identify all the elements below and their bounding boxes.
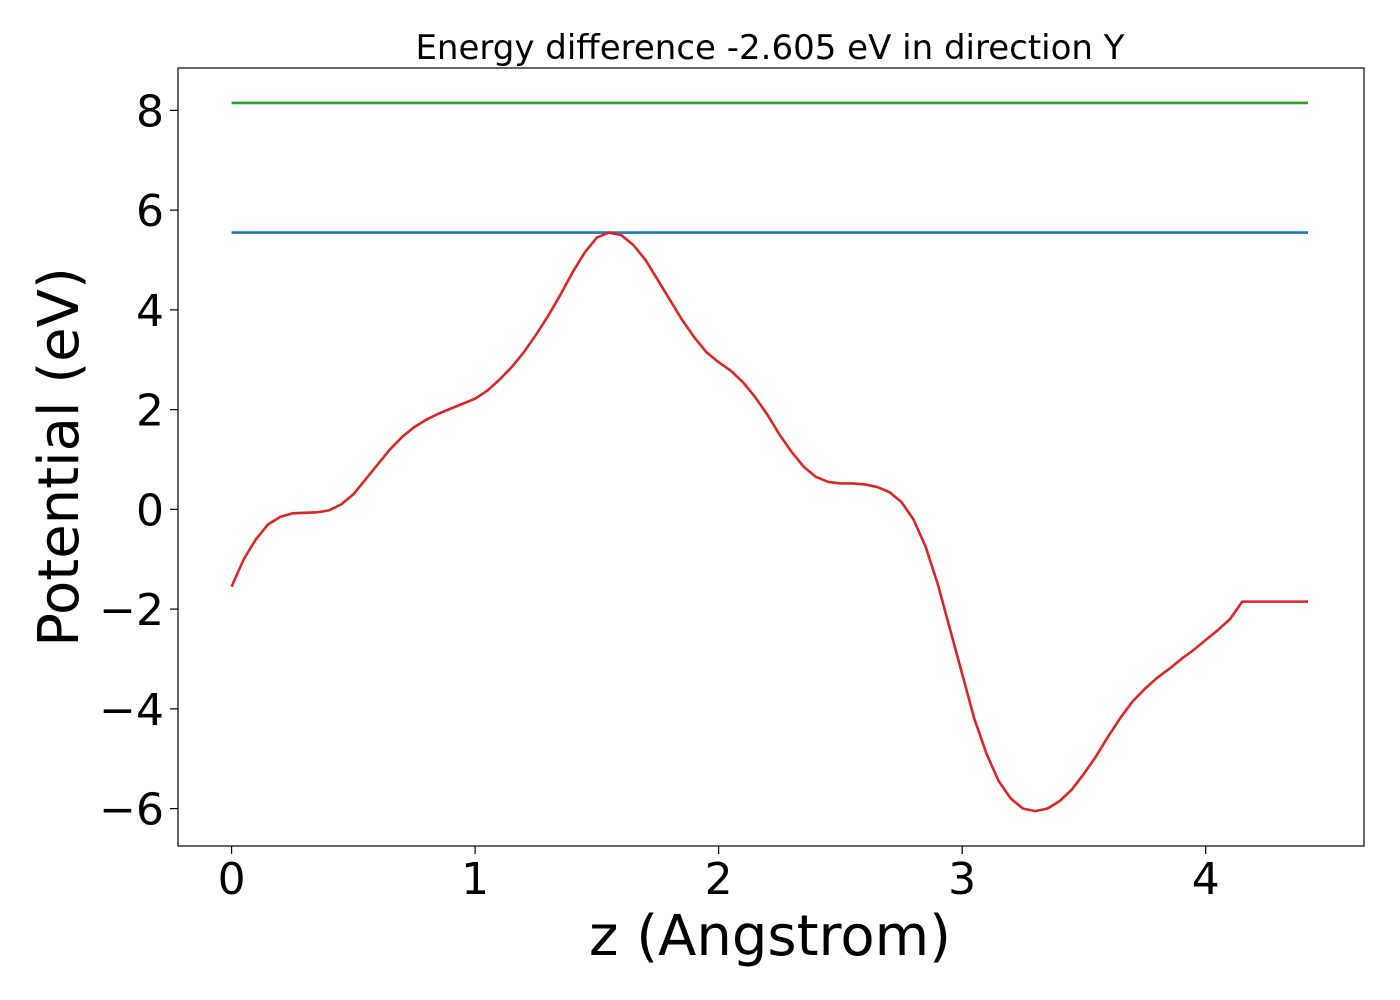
chart-title: Energy difference -2.605 eV in direction… xyxy=(415,28,1124,68)
series-line-2 xyxy=(230,231,1308,813)
y-tick-label: −6 xyxy=(99,785,164,836)
y-tick-label: 6 xyxy=(136,186,164,237)
x-tick-label: 4 xyxy=(1192,854,1220,905)
plot-frame xyxy=(177,67,1365,847)
y-tick-label: 2 xyxy=(136,386,164,437)
x-axis-label: z (Angstrom) xyxy=(589,904,951,969)
x-tick-label: 2 xyxy=(705,854,733,905)
series-layer xyxy=(230,101,1308,813)
y-tick-label: 4 xyxy=(136,286,164,337)
y-tick-label: −4 xyxy=(99,685,164,736)
y-axis-label: Potential (eV) xyxy=(27,267,92,647)
x-tick-label: 1 xyxy=(461,854,489,905)
y-tick-label: 8 xyxy=(136,86,164,137)
x-tick-label: 3 xyxy=(948,854,976,905)
x-tick-label: 0 xyxy=(218,854,246,905)
y-tick-label: 0 xyxy=(136,485,164,536)
y-axis: −6 −4 −2 0 2 4 6 8 xyxy=(99,86,178,836)
x-axis: 0 1 2 3 4 xyxy=(218,846,1220,905)
y-tick-label: −2 xyxy=(99,585,164,636)
